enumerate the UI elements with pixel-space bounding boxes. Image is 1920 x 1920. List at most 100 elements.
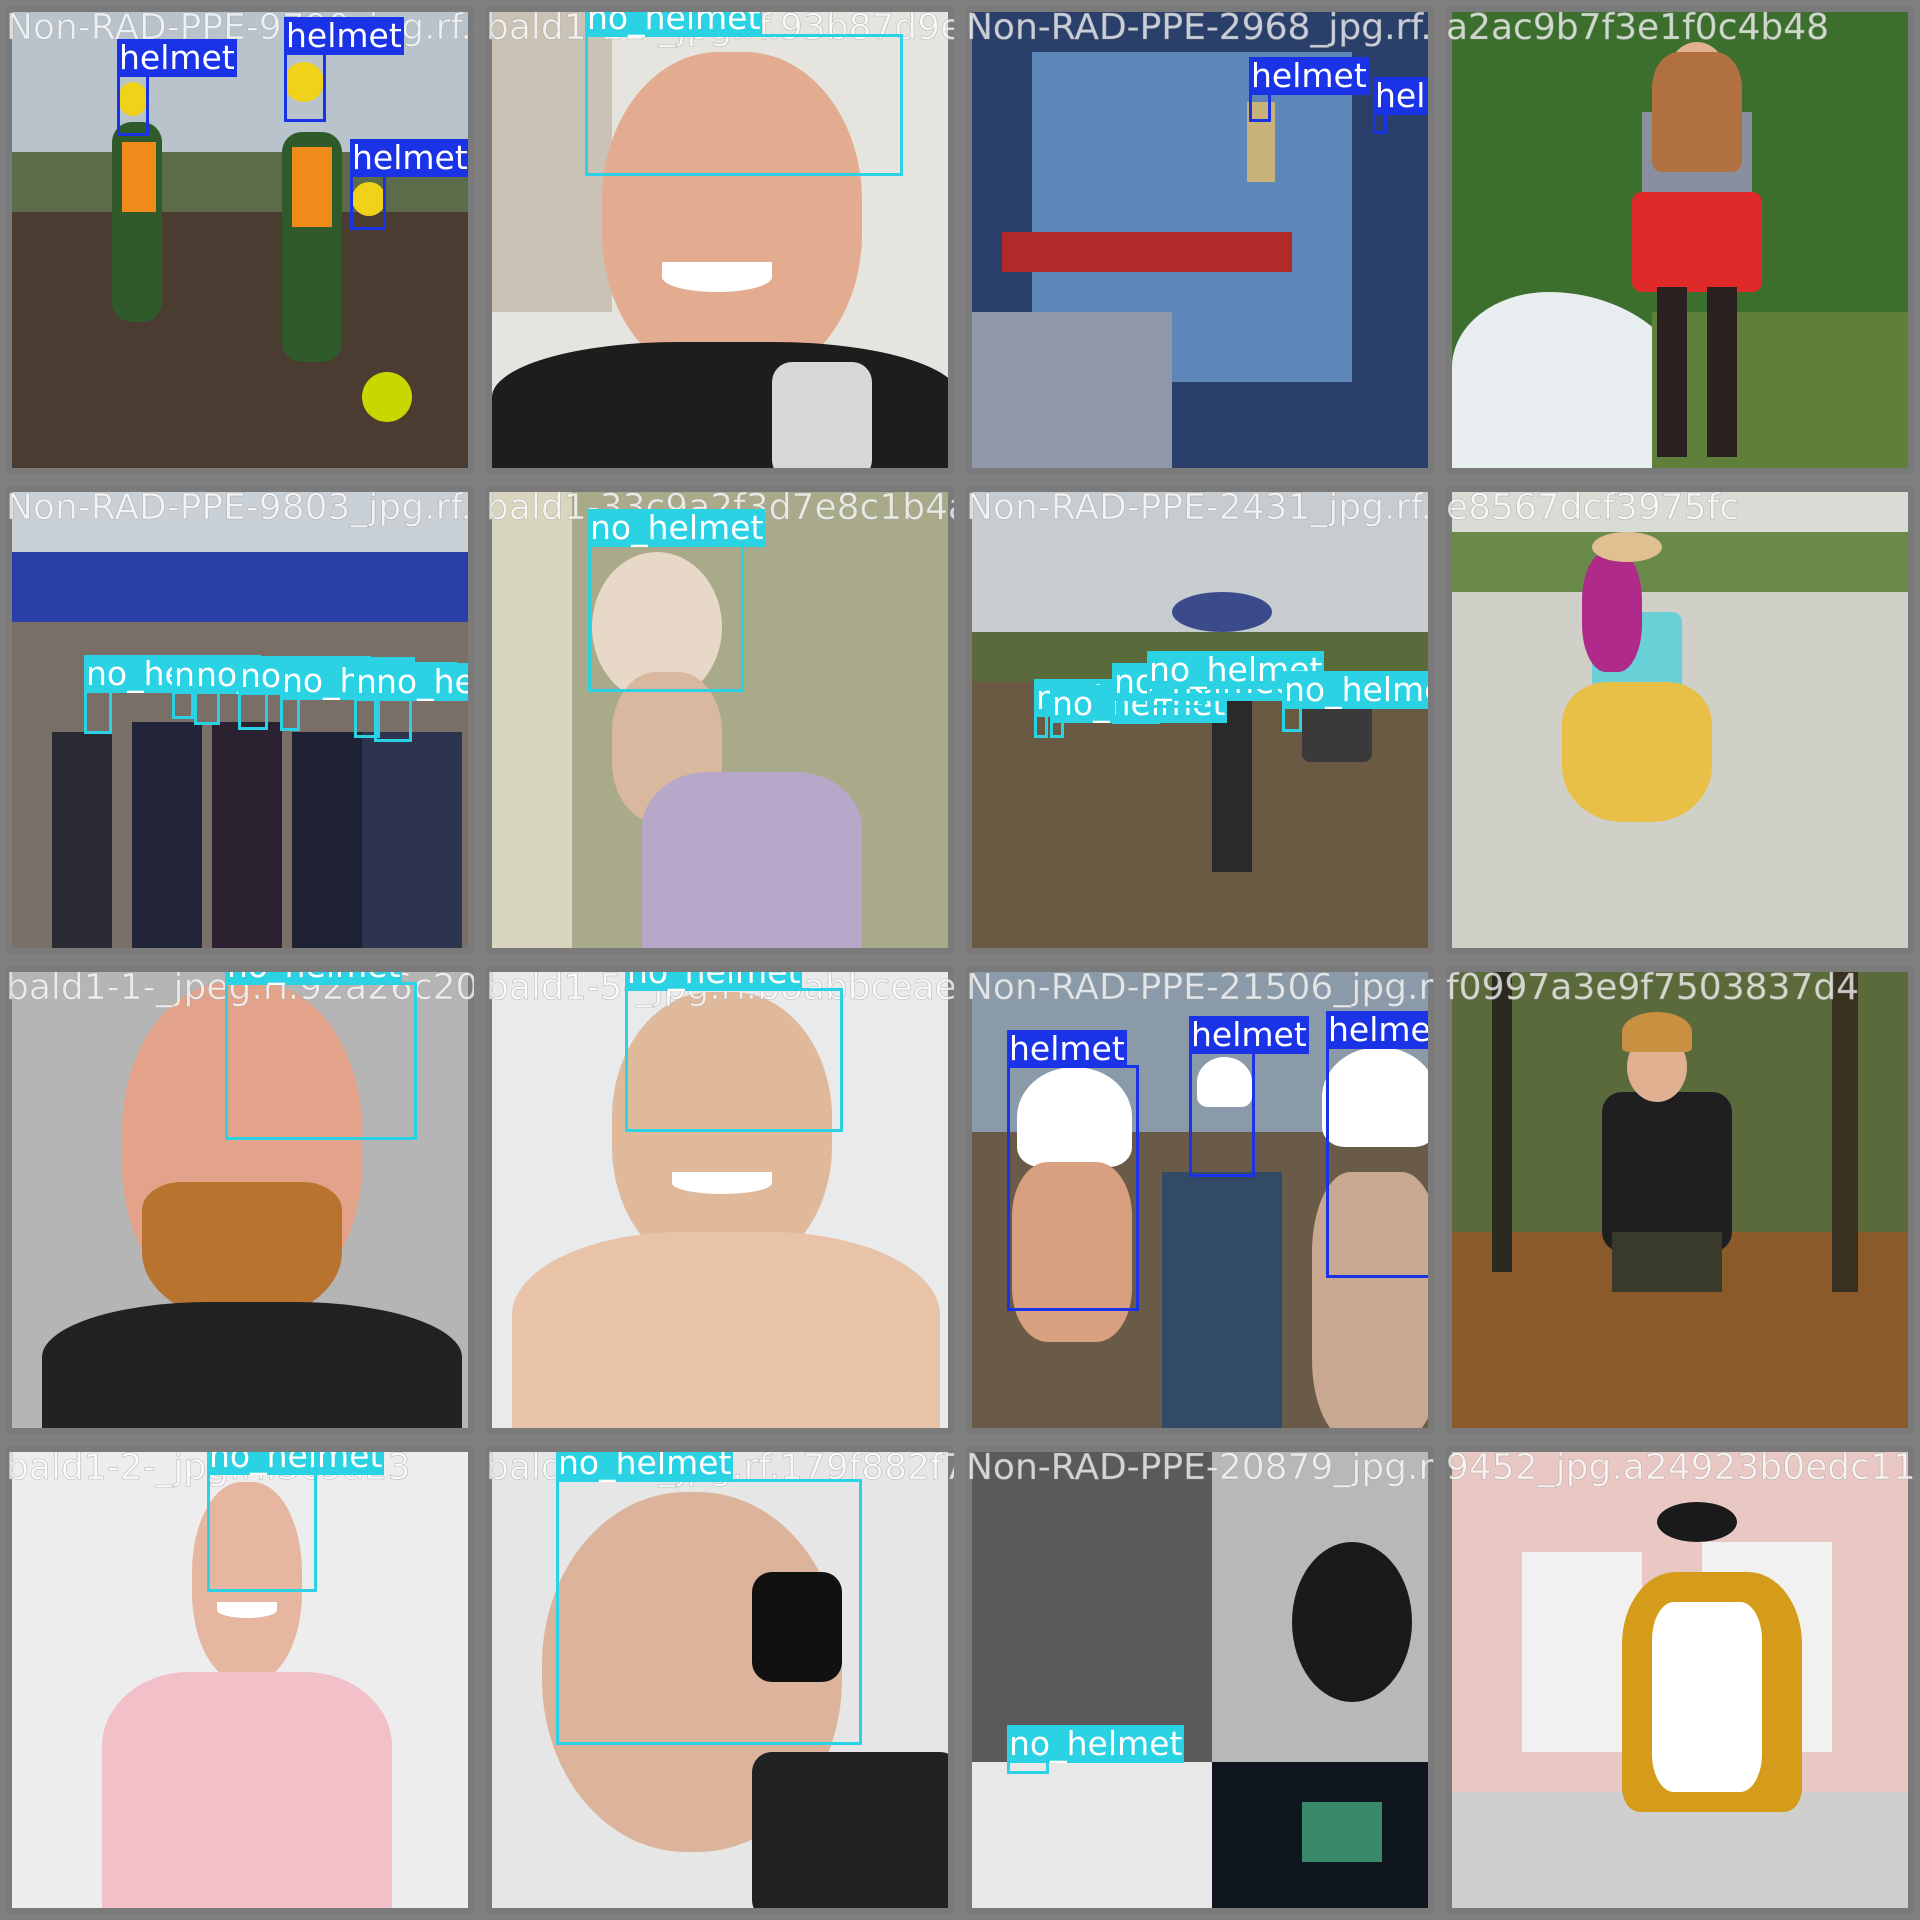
mosaic-tile: e8567dcf3975fc xyxy=(1440,480,1920,960)
photo-region xyxy=(1612,1232,1722,1292)
photo-region xyxy=(42,1302,462,1428)
mosaic-tile: no_helmetbald1-11-_jpg.rf.93b87d9e7e62e2… xyxy=(480,0,960,480)
mosaic-tile: helmethelmetNon-RAD-PPE-2968_jpg.rf.5820… xyxy=(960,0,1440,480)
tile-filename: 9452_jpg.a24923b0edc11 xyxy=(1446,1447,1916,1488)
photo-region xyxy=(1592,532,1662,562)
photo-region xyxy=(1657,287,1687,457)
photo-region xyxy=(217,1602,277,1618)
tile-photo xyxy=(1452,972,1908,1428)
photo-region xyxy=(772,362,872,468)
detection-box-helmet: helmet xyxy=(1249,57,1369,122)
mosaic-tile: f0997a3e9f7503837d4 xyxy=(1440,960,1920,1440)
detection-box-no-helmet: no_helmet xyxy=(1034,679,1212,738)
photo-region xyxy=(612,992,832,1272)
tile-filename: Non-RAD-PPE-20879_jpg.rf.9452 xyxy=(966,1447,1434,1488)
detection-label: helmet xyxy=(284,16,404,55)
tile-photo xyxy=(1452,12,1908,468)
mosaic-tile: no_helmetno_helmetno_helmetno_helmetno_h… xyxy=(960,480,1440,960)
photo-region xyxy=(1832,972,1858,1292)
photo-region xyxy=(12,552,468,622)
detection-label: no_helmet xyxy=(585,12,763,37)
photo-region xyxy=(662,262,772,292)
detection-box-helmet: helmet xyxy=(1189,1016,1309,1177)
tile-filename: Non-RAD-PPE-2968_jpg.rf.5820d197f8ebfc6e… xyxy=(966,7,1440,48)
photo-region xyxy=(1602,1092,1732,1252)
detection-box-no-helmet: no_helmet xyxy=(588,509,766,692)
tile-photo: no_helmet xyxy=(12,1452,468,1908)
photo-region xyxy=(362,372,412,422)
mosaic-tile: helmet helmet helmet Non-RAD-PPE-9790_jpg.r… xyxy=(0,0,480,480)
tile-photo: no_helmet xyxy=(492,12,948,468)
photo-region xyxy=(972,312,1172,468)
detection-box-no-helmet: no_helmet xyxy=(207,1452,385,1592)
photo-region xyxy=(102,1672,392,1908)
tile-photo: no_helmetno_helmetno_helmetno_helmetno_h… xyxy=(972,492,1428,948)
mosaic-tile: no_helmetno_helmetno_helmetno_helmetno_h… xyxy=(0,480,480,960)
detection-box-no-helmet: no_helmet xyxy=(1147,651,1325,708)
detection-box-no-helmet: no_helmet xyxy=(1282,671,1428,732)
detection-box-no-helmet: no_helmet xyxy=(225,972,417,1140)
photo-region xyxy=(1172,592,1272,632)
photo-region xyxy=(122,142,156,212)
photo-region xyxy=(602,52,862,382)
detection-box-helmet: helmet xyxy=(1373,77,1428,134)
detection-box-helmet: helmet xyxy=(1007,1030,1139,1311)
photo-region xyxy=(1452,532,1908,592)
detection-label: no_helmet xyxy=(207,1452,385,1475)
detection-box-no-helmet: no_helmet xyxy=(556,1452,862,1745)
detection-label: no_helmet xyxy=(625,972,803,991)
photo-region xyxy=(672,1172,772,1194)
photo-region xyxy=(1657,1502,1737,1542)
photo-region xyxy=(752,1752,948,1908)
photo-region xyxy=(1632,192,1762,292)
photo-region xyxy=(142,1182,342,1322)
detection-label: no_helmet xyxy=(1282,671,1428,709)
photo-region xyxy=(1197,1057,1252,1107)
photo-region xyxy=(1622,1012,1692,1052)
photo-region xyxy=(362,732,462,948)
photo-region xyxy=(492,492,572,948)
photo-region xyxy=(1002,232,1292,272)
tile-filename: Non-RAD-PPE-21506_jpg.rf.41324f1fb5fc2da… xyxy=(966,967,1440,1008)
photo-region xyxy=(1017,1067,1132,1167)
detection-label: helmet xyxy=(117,38,237,77)
mosaic-tile: no_helmetbald1-1-_jpeg.rf.92a26c20458ae5… xyxy=(0,960,480,1440)
photo-region xyxy=(752,1572,842,1682)
detection-label: helmet xyxy=(350,138,468,177)
photo-region xyxy=(352,182,386,216)
mosaic-tile: helmethelmethelmetNon-RAD-PPE-21506_jpg.… xyxy=(960,960,1440,1440)
photo-region xyxy=(12,212,468,468)
detection-box-no-helmet: no_helmet xyxy=(172,656,350,719)
photo-region xyxy=(642,772,862,948)
tile-photo: helmet helmet helmet xyxy=(972,972,1428,1428)
photo-region xyxy=(118,82,148,116)
detection-box-no-helmet: no_helmet xyxy=(625,972,843,1132)
mosaic-tile: no_helmetbald1-33c9a2f3d7e8c1b4aef87c3b6… xyxy=(480,480,960,960)
tile-photo: no_helmet xyxy=(492,1452,948,1908)
photo-region xyxy=(1012,1162,1132,1342)
photo-region xyxy=(52,732,112,948)
tile-filename: Non-RAD-PPE-2431_jpg.rf.5903e6c2ccdfe856… xyxy=(966,487,1434,528)
detection-box-helmet: helmet xyxy=(350,139,468,230)
tile-filename: Non-RAD-PPE-9790_jpg.rf.d7eb604e73d5c418… xyxy=(6,7,474,48)
photo-region xyxy=(1562,682,1712,822)
tile-photo: helmet helmet helmet xyxy=(12,12,468,468)
tile-photo xyxy=(1452,492,1908,948)
photo-region xyxy=(284,62,324,102)
photo-region xyxy=(212,722,282,948)
photo-region xyxy=(1652,312,1908,468)
tile-photo: no_helmet xyxy=(492,492,948,948)
detection-box-no-helmet: no_helmet xyxy=(280,662,458,731)
tile-photo: no_helmet xyxy=(492,972,948,1428)
photo-region xyxy=(492,342,948,468)
photo-region xyxy=(292,147,332,227)
detection-box-no-helmet: no_helmet xyxy=(194,656,372,725)
tile-photo: no_helmetno_helmetno_helmetno_helmetno_h… xyxy=(12,492,468,948)
photo-region xyxy=(192,1482,302,1682)
detection-box-helmet: helmet xyxy=(284,17,404,122)
detection-label: no_helmet xyxy=(225,972,403,985)
detection-box-helmet: helmet xyxy=(1326,1011,1428,1278)
detection-box-no-helmet: no_helmet xyxy=(1007,1725,1185,1774)
